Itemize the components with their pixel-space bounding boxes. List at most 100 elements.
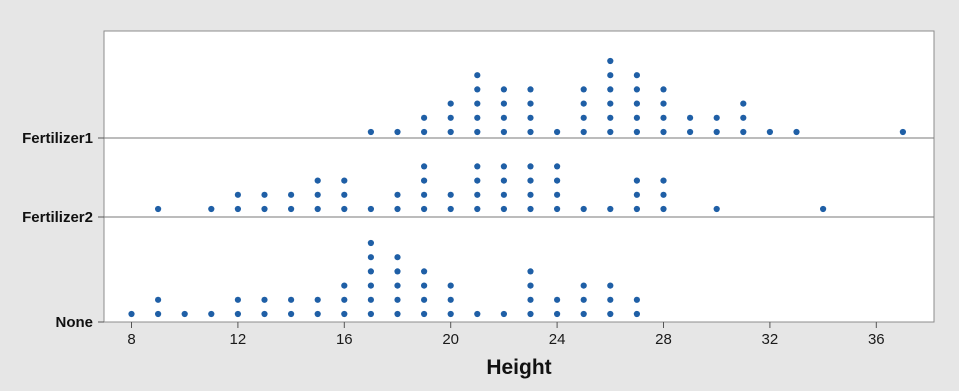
data-dot [235,297,241,303]
data-dot [820,206,826,212]
data-dot [900,129,906,135]
x-tick-label: 36 [868,331,885,348]
data-dot [607,86,613,92]
data-dot [634,206,640,212]
data-dot [208,206,214,212]
data-dot [501,115,507,121]
data-dot [527,206,533,212]
data-dot [474,311,480,317]
data-dot [527,115,533,121]
data-dot [581,101,587,107]
data-dot [527,163,533,169]
data-dot [501,163,507,169]
data-dot [527,178,533,184]
data-dot [687,129,693,135]
category-label: None [56,314,94,331]
data-dot [527,101,533,107]
data-dot [527,311,533,317]
data-dot [714,206,720,212]
data-dot [261,297,267,303]
data-dot [315,192,321,198]
data-dot [474,206,480,212]
data-dot [341,311,347,317]
x-tick-label: 24 [549,331,566,348]
data-dot [208,311,214,317]
data-dot [421,163,427,169]
data-dot [660,178,666,184]
data-dot [155,206,161,212]
data-dot [315,311,321,317]
data-dot [421,283,427,289]
data-dot [288,311,294,317]
data-dot [155,311,161,317]
data-dot [421,192,427,198]
data-dot [394,129,400,135]
data-dot [448,283,454,289]
data-dot [634,311,640,317]
data-dot [660,192,666,198]
data-dot [394,311,400,317]
data-dot [554,163,560,169]
data-dot [634,115,640,121]
data-dot [554,192,560,198]
data-dot [607,283,613,289]
data-dot [660,206,666,212]
data-dot [394,206,400,212]
data-dot [341,283,347,289]
data-dot [128,311,134,317]
data-dot [527,129,533,135]
data-dot [660,115,666,121]
data-dot [448,311,454,317]
data-dot [448,297,454,303]
data-dot [793,129,799,135]
x-tick-label: 12 [230,331,247,348]
data-dot [634,101,640,107]
data-dot [448,206,454,212]
data-dot [581,283,587,289]
y-axis: Fertilizer1Fertilizer2None [22,130,104,331]
data-dot [634,86,640,92]
data-dot [607,72,613,78]
data-dot [740,115,746,121]
data-dot [474,129,480,135]
data-dot [315,297,321,303]
data-dot [474,163,480,169]
data-dot [368,129,374,135]
data-dot [634,297,640,303]
data-dot [474,115,480,121]
data-dot [368,206,374,212]
data-dot [261,311,267,317]
data-dot [501,101,507,107]
data-dot [634,192,640,198]
data-dot [235,206,241,212]
data-dot [288,206,294,212]
data-dot [341,206,347,212]
data-dot [554,129,560,135]
data-dot [315,206,321,212]
data-dot [368,240,374,246]
data-dot [607,129,613,135]
data-dot [740,129,746,135]
category-label: Fertilizer1 [22,130,93,147]
data-dot [421,297,427,303]
data-dot [634,178,640,184]
x-tick-label: 28 [655,331,672,348]
data-dot [527,192,533,198]
data-dot [261,206,267,212]
x-tick-label: 8 [127,331,135,348]
data-dot [501,206,507,212]
data-dot [368,268,374,274]
data-dot [394,192,400,198]
x-tick-label: 32 [762,331,779,348]
data-dot [368,283,374,289]
data-dot [394,268,400,274]
data-dot [634,129,640,135]
data-dot [261,192,267,198]
data-dot [448,101,454,107]
data-dot [660,129,666,135]
data-dot [474,72,480,78]
data-dot [634,72,640,78]
data-dot [315,178,321,184]
data-dot [714,129,720,135]
